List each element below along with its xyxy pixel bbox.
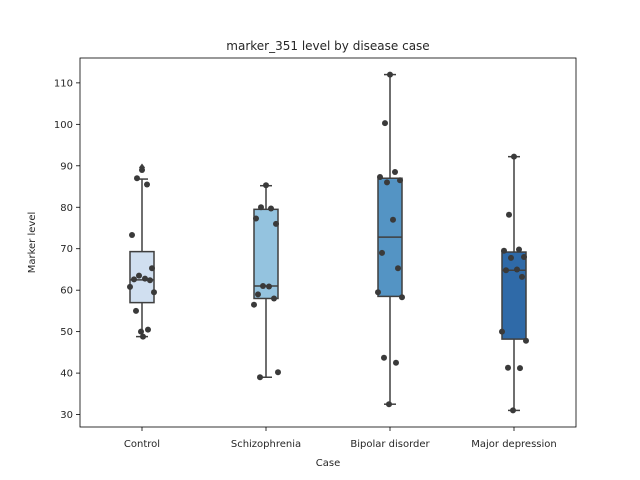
data-point <box>392 169 398 176</box>
data-point <box>379 249 385 256</box>
data-point <box>251 301 257 308</box>
x-tick-label: Control <box>124 439 160 450</box>
data-point <box>384 179 390 186</box>
data-point <box>134 175 140 182</box>
data-point <box>387 71 393 78</box>
data-point <box>149 265 155 272</box>
data-point <box>499 328 505 335</box>
y-tick-label: 90 <box>60 161 73 172</box>
data-point <box>258 204 264 211</box>
data-point <box>138 328 144 335</box>
data-point <box>268 205 274 212</box>
data-point <box>397 177 403 184</box>
data-point <box>506 211 512 218</box>
x-axis-label: Case <box>316 458 340 469</box>
data-point <box>263 182 269 189</box>
data-point <box>390 216 396 223</box>
data-point <box>517 365 523 372</box>
data-point <box>127 283 133 290</box>
data-point <box>508 254 514 261</box>
box-group-schizophrenia <box>251 182 281 381</box>
data-point <box>271 295 277 302</box>
data-point <box>129 232 135 239</box>
chart-title: marker_351 level by disease case <box>226 39 429 53</box>
y-tick-label: 80 <box>60 203 73 214</box>
y-tick-label: 30 <box>60 410 73 421</box>
data-point <box>395 265 401 272</box>
data-point <box>255 291 261 298</box>
data-point <box>377 173 383 180</box>
data-point <box>375 289 381 296</box>
data-point <box>133 307 139 314</box>
data-point <box>253 215 259 222</box>
data-point <box>257 374 263 381</box>
data-point <box>399 294 405 301</box>
data-point <box>516 246 522 253</box>
data-point <box>393 359 399 366</box>
y-tick-label: 100 <box>54 120 73 131</box>
data-point <box>510 407 516 414</box>
data-point <box>142 275 148 282</box>
data-point <box>381 354 387 361</box>
data-point <box>523 337 529 344</box>
data-point <box>519 273 525 280</box>
x-tick-label: Major depression <box>471 439 557 450</box>
y-axis: 30 40 50 60 70 80 90 100 110 <box>54 78 80 421</box>
data-point <box>275 369 281 376</box>
data-point <box>151 289 157 296</box>
box-group-major-depression <box>499 153 529 414</box>
data-point <box>131 276 137 283</box>
y-tick-label: 70 <box>60 244 73 255</box>
y-tick-label: 40 <box>60 369 73 380</box>
data-point <box>382 120 388 127</box>
data-point <box>521 254 527 261</box>
y-tick-label: 50 <box>60 327 73 338</box>
y-tick-label: 60 <box>60 286 73 297</box>
data-point <box>273 220 279 227</box>
data-point <box>139 166 145 173</box>
data-point <box>140 333 146 340</box>
data-point <box>266 283 272 290</box>
box-group-bipolar-disorder <box>375 71 405 408</box>
data-point <box>144 181 150 188</box>
data-point <box>511 153 517 160</box>
data-point <box>386 401 392 408</box>
data-point <box>514 266 520 273</box>
data-point <box>501 247 507 254</box>
y-tick-label: 110 <box>54 78 73 89</box>
y-axis-label: Marker level <box>27 212 38 274</box>
data-point <box>505 364 511 371</box>
x-tick-label: Bipolar disorder <box>350 439 430 450</box>
box <box>501 251 527 340</box>
data-point <box>136 272 142 279</box>
x-tick-label: Schizophrenia <box>231 439 301 450</box>
box-group-control <box>127 163 157 340</box>
plot-frame <box>79 57 577 428</box>
data-point <box>147 277 153 284</box>
data-point <box>503 267 509 274</box>
x-axis: Control Schizophrenia Bipolar disorder Majo… <box>124 427 557 450</box>
plot-area <box>127 71 529 414</box>
data-point <box>145 326 151 333</box>
data-point <box>260 283 266 290</box>
